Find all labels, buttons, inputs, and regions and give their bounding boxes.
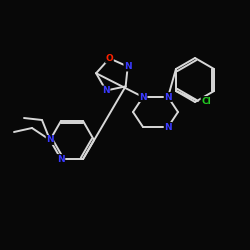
Text: N: N bbox=[46, 136, 54, 144]
Text: O: O bbox=[106, 54, 113, 63]
Text: Cl: Cl bbox=[201, 96, 211, 106]
Text: N: N bbox=[164, 92, 172, 102]
Text: N: N bbox=[139, 92, 147, 102]
Text: N: N bbox=[124, 62, 132, 71]
Text: N: N bbox=[102, 86, 110, 95]
Text: N: N bbox=[164, 122, 172, 132]
Text: N: N bbox=[57, 154, 65, 164]
Text: N: N bbox=[139, 92, 147, 102]
